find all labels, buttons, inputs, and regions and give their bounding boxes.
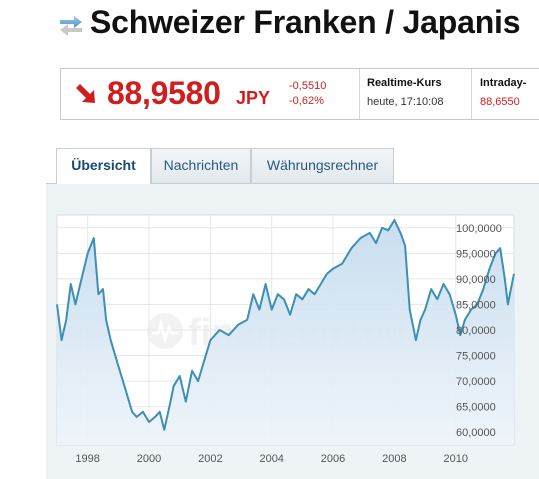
tab-nachrichten[interactable]: Nachrichten bbox=[151, 148, 251, 183]
y-tick-label: 60,0000 bbox=[456, 427, 496, 439]
quote-box: 88,9580 JPY -0,5510 -0,62% Realtime-Kurs… bbox=[60, 68, 539, 120]
quote-change-percent: -0,62% bbox=[289, 95, 324, 107]
y-tick-label: 90,0000 bbox=[456, 274, 496, 286]
quote-currency: JPY bbox=[236, 88, 271, 108]
x-tick-label: 2004 bbox=[259, 453, 283, 465]
y-tick-label: 65,0000 bbox=[456, 402, 496, 414]
x-tick-label: 2000 bbox=[137, 453, 161, 465]
x-tick-label: 1998 bbox=[75, 453, 99, 465]
x-tick-label: 2008 bbox=[382, 453, 406, 465]
tab-uebersicht[interactable]: Übersicht bbox=[56, 148, 151, 184]
tab-waehrungsrechner[interactable]: Währungsrechner bbox=[251, 148, 394, 183]
arrow-down-red-icon bbox=[76, 84, 95, 103]
quote-divider bbox=[359, 69, 360, 119]
x-axis: 1998 2000 2002 2004 2006 2008 2010 bbox=[75, 453, 468, 465]
exchange-arrows-icon bbox=[60, 16, 82, 36]
chart-area-fill bbox=[57, 220, 514, 445]
y-tick-label: 75,0000 bbox=[456, 351, 496, 363]
y-tick-label: 95,0000 bbox=[456, 248, 496, 260]
realtime-value: heute, 17:10:08 bbox=[367, 96, 444, 108]
y-tick-label: 80,0000 bbox=[456, 325, 496, 337]
title-row: Schweizer Franken / Japanis bbox=[0, 0, 539, 60]
quote-price: 88,9580 bbox=[107, 75, 221, 111]
intraday-value: 88,6550 bbox=[480, 96, 520, 108]
y-axis: 100,0000 95,0000 90,0000 85,0000 80,0000 75,0… bbox=[456, 223, 502, 439]
quote-change-absolute: -0,5510 bbox=[289, 80, 327, 92]
quote-divider bbox=[471, 69, 472, 119]
realtime-label: Realtime-Kurs bbox=[367, 77, 442, 89]
quote-change: -0,5510 -0,62% bbox=[289, 79, 326, 109]
page-title: Schweizer Franken / Japanis bbox=[90, 4, 521, 40]
x-tick-label: 2006 bbox=[321, 453, 345, 465]
x-tick-label: 2002 bbox=[198, 453, 222, 465]
intraday-label: Intraday- bbox=[480, 77, 527, 89]
y-tick-label: 100,0000 bbox=[456, 223, 502, 235]
price-chart[interactable]: finanzen100 100,000095,000090,000085,000… bbox=[46, 183, 539, 478]
x-tick-label: 2010 bbox=[443, 453, 467, 465]
y-tick-label: 85,0000 bbox=[456, 299, 496, 311]
chart-series-line bbox=[56, 219, 515, 431]
y-tick-label: 70,0000 bbox=[456, 376, 496, 388]
